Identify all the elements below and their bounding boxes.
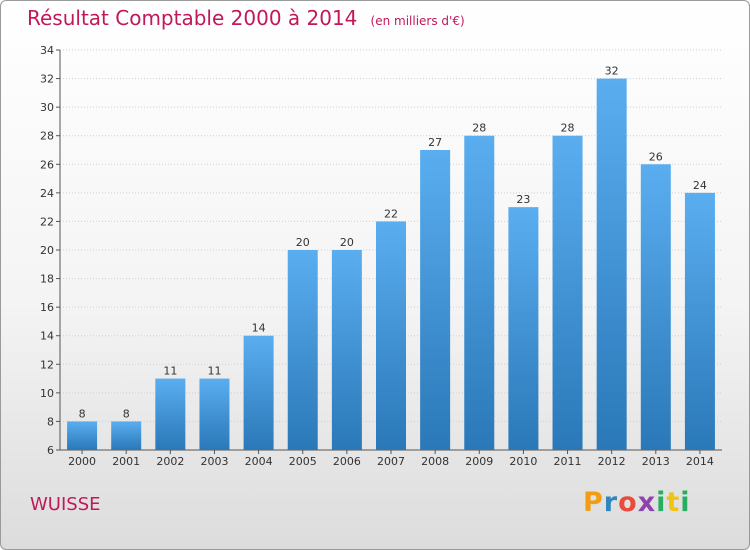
x-tick-label: 2002 xyxy=(156,455,184,468)
bar xyxy=(640,164,671,451)
y-tick-label: 14 xyxy=(40,330,54,343)
y-tick-label: 16 xyxy=(40,301,54,314)
bar xyxy=(243,335,274,450)
bar xyxy=(155,378,186,450)
y-tick-label: 8 xyxy=(47,415,54,428)
y-tick-label: 10 xyxy=(40,387,54,400)
data-label: 26 xyxy=(649,150,663,163)
bar xyxy=(684,192,715,450)
x-tick-label: 2013 xyxy=(642,455,670,468)
logo-letter: i xyxy=(656,487,667,518)
data-label: 28 xyxy=(472,122,486,135)
x-tick-label: 2014 xyxy=(686,455,714,468)
logo-letter: r xyxy=(603,487,619,518)
data-label: 27 xyxy=(428,136,442,149)
bar xyxy=(331,250,362,450)
x-tick-label: 2006 xyxy=(333,455,361,468)
x-tick-label: 2005 xyxy=(289,455,317,468)
logo-letter: i xyxy=(680,487,691,518)
bar xyxy=(287,250,318,450)
x-tick-label: 2000 xyxy=(68,455,96,468)
x-tick-label: 2011 xyxy=(554,455,582,468)
y-tick-label: 28 xyxy=(40,130,54,143)
logo-letter: x xyxy=(637,487,657,518)
data-label: 11 xyxy=(207,365,221,378)
data-label: 23 xyxy=(516,193,530,206)
logo-letter: o xyxy=(618,487,638,518)
data-label: 32 xyxy=(605,65,619,78)
logo-letter: t xyxy=(666,487,681,518)
unit-text: (en milliers d'€) xyxy=(370,14,465,28)
y-tick-label: 26 xyxy=(40,158,54,171)
title-text: Résultat Comptable 2000 à 2014 xyxy=(27,6,358,30)
y-tick-label: 34 xyxy=(40,44,54,57)
data-label: 14 xyxy=(252,322,266,335)
x-tick-label: 2012 xyxy=(598,455,626,468)
x-tick-label: 2007 xyxy=(377,455,405,468)
y-tick-label: 32 xyxy=(40,73,54,86)
data-label: 8 xyxy=(79,407,86,420)
y-tick-label: 12 xyxy=(40,358,54,371)
data-label: 8 xyxy=(123,407,130,420)
data-label: 22 xyxy=(384,207,398,220)
bar xyxy=(464,135,495,450)
y-tick-label: 24 xyxy=(40,187,54,200)
town-name: WUISSE xyxy=(30,494,101,515)
chart-title: Résultat Comptable 2000 à 2014 (en milli… xyxy=(27,6,465,30)
bar xyxy=(508,207,539,450)
bar xyxy=(596,78,627,451)
bar xyxy=(67,421,98,450)
x-tick-label: 2008 xyxy=(421,455,449,468)
y-tick-label: 22 xyxy=(40,215,54,228)
x-tick-label: 2003 xyxy=(200,455,228,468)
bar xyxy=(111,421,142,450)
x-tick-label: 2004 xyxy=(245,455,273,468)
bar xyxy=(552,135,583,450)
data-label: 20 xyxy=(340,236,354,249)
logo-letter: P xyxy=(583,487,604,518)
data-label: 28 xyxy=(561,122,575,135)
y-tick-label: 18 xyxy=(40,273,54,286)
data-label: 20 xyxy=(296,236,310,249)
y-tick-label: 6 xyxy=(47,444,54,457)
data-label: 11 xyxy=(163,365,177,378)
x-tick-label: 2010 xyxy=(509,455,537,468)
x-tick-label: 2001 xyxy=(112,455,140,468)
data-label: 24 xyxy=(693,179,707,192)
bar xyxy=(199,378,230,450)
x-tick-label: 2009 xyxy=(465,455,493,468)
y-tick-label: 30 xyxy=(40,101,54,114)
bar xyxy=(376,221,406,450)
bar xyxy=(420,150,451,450)
y-tick-label: 20 xyxy=(40,244,54,257)
proxiti-logo[interactable]: Proxiti xyxy=(583,487,691,518)
